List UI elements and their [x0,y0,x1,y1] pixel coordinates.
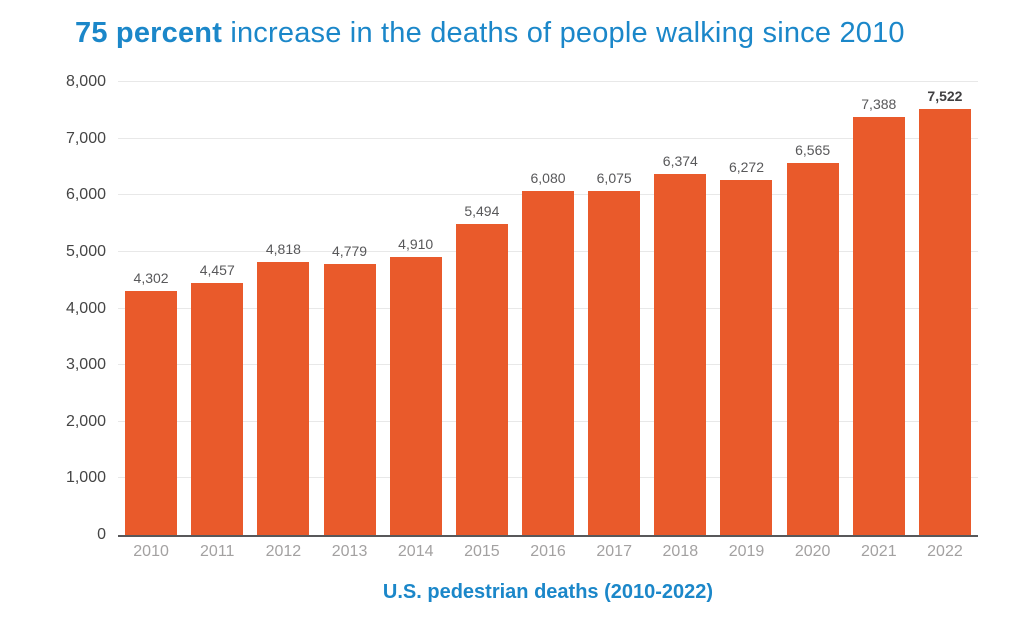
y-axis-tick-label-2000: 2,000 [65,412,106,430]
y-axis-tick-label-6000: 6,000 [65,186,106,204]
bar-value-label-2013: 4,779 [332,243,368,260]
bar-band-2012: 4,818 2012 [250,82,316,560]
bar-value-label-2012: 4,818 [265,241,301,258]
x-axis-tick-label-2022: 2022 [927,543,963,560]
bar-band-2010: 4,302 2010 [118,82,184,560]
bar-2011 [191,282,244,535]
bar-2010 [125,291,178,535]
bar-2015 [455,223,508,535]
gridline-7000 [118,137,978,139]
y-axis-tick-label-1000: 1,000 [65,469,106,487]
bar-band-2018: 6,374 2018 [647,82,713,560]
bar-2020 [786,163,839,535]
bar-value-label-2018: 6,374 [662,153,698,170]
chart-title: 75 percent increase in the deaths of peo… [75,17,905,50]
y-axis-tick-label-3000: 3,000 [65,356,106,374]
bar-band-2014: 4,910 2014 [383,82,449,560]
x-axis-tick-label-2018: 2018 [662,543,699,560]
y-axis-tick-label-8000: 8,000 [65,73,106,90]
bar-value-label-2022: 7,522 [927,88,963,105]
x-axis-tick-label-2019: 2019 [728,543,765,560]
bar-band-2013: 4,779 2013 [316,82,382,560]
bar-value-label-2016: 6,080 [530,169,566,186]
x-axis-tick-label-2015: 2015 [464,543,500,560]
bar-2012 [257,262,310,535]
gridline-8000 [118,81,978,82]
bar-band-2021: 7,388 2021 [846,82,912,560]
bar-2013 [323,264,376,535]
x-axis-tick-label-2010: 2010 [133,543,169,560]
y-axis-tick-label-7000: 7,000 [65,129,106,147]
bar-band-2017: 6,075 2017 [581,82,647,560]
bar-chart-plot-area: 0 1,000 2,000 3,000 4,000 5,000 6,000 7,000 8,00… [66,73,978,560]
bar-value-label-2019: 6,272 [728,158,764,175]
chart-caption: U.S. pedestrian deaths (2010-2022) [382,581,714,603]
bar-band-2019: 6,272 2019 [713,82,779,560]
x-axis-tick-label-2014: 2014 [397,543,434,560]
bar-2019 [720,179,773,535]
bar-band-2011: 4,457 2011 [184,82,250,560]
y-axis-tick-label-0: 0 [97,526,106,543]
chart-title-rest: increase in the deaths of people walking… [222,17,905,49]
y-axis-tick-label-5000: 5,000 [65,242,106,260]
x-axis-tick-label-2017: 2017 [596,543,632,560]
bar-band-2016: 6,080 2016 [515,82,581,560]
x-axis-tick-label-2012: 2012 [265,543,302,560]
bar-band-2015: 5,494 2015 [449,82,515,560]
x-axis-tick-label-2011: 2011 [200,543,235,560]
bar-value-label-2010: 4,302 [133,270,169,287]
y-axis-tick-label-4000: 4,000 [65,299,106,317]
chart-title-emphasis: 75 percent [75,17,223,49]
bar-2018 [654,174,707,535]
x-axis-tick-label-2021: 2021 [861,543,897,560]
bars-container: 4,302 2010 4,457 2011 4,818 2012 4,779 2013 4,91… [118,82,978,560]
x-axis-tick-label-2013: 2013 [331,543,368,560]
bar-2014 [389,256,442,535]
bar-band-2022: 7,522 2022 [912,82,978,560]
bar-band-2020: 6,565 2020 [780,82,846,560]
bar-value-label-2021: 7,388 [861,95,897,112]
bar-value-label-2017: 6,075 [596,170,632,187]
bar-value-label-2014: 4,910 [398,235,434,252]
bar-value-label-2011: 4,457 [199,261,235,278]
bar-2022 [918,109,971,535]
x-axis-tick-label-2016: 2016 [530,543,566,560]
x-axis-tick-label-2020: 2020 [794,543,831,560]
bar-2017 [588,191,641,535]
bar-value-label-2015: 5,494 [464,202,500,219]
bar-2016 [522,190,575,535]
bar-2021 [852,116,905,535]
bar-value-label-2020: 6,565 [795,142,831,159]
